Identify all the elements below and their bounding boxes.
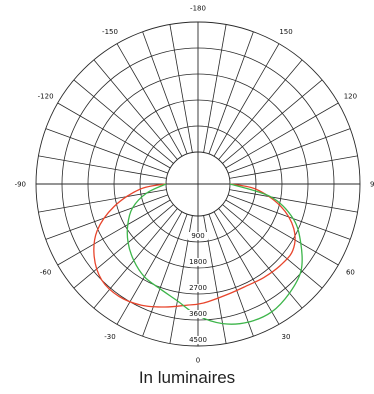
angle-label-90: 90 — [370, 181, 374, 189]
grid-spoke-50 — [222, 204, 323, 289]
grid-spoke-260 — [38, 155, 167, 179]
grid-spoke-230 — [73, 79, 174, 164]
polar-grid — [35, 21, 361, 347]
angle-label--180: -180 — [190, 5, 206, 13]
angle-label--90: -90 — [15, 181, 26, 189]
radial-label-bg-1800 — [188, 258, 208, 266]
angle-label--60: -60 — [40, 269, 51, 277]
grid-spoke-160 — [208, 31, 254, 155]
grid-spoke-220 — [93, 59, 178, 160]
radial-label-2700: 2700 — [189, 284, 207, 292]
grid-spoke-40 — [218, 208, 303, 309]
grid-spoke-100 — [229, 155, 358, 179]
intensity-curve-1 — [93, 183, 296, 308]
angle-label-30: 30 — [282, 333, 291, 341]
grid-spoke-340 — [142, 213, 188, 337]
angle-label--30: -30 — [104, 333, 115, 341]
radial-label-3600: 3600 — [189, 310, 207, 318]
grid-spoke-130 — [222, 79, 323, 164]
grid-spoke-120 — [225, 102, 339, 169]
angle-label-150: 150 — [279, 28, 292, 36]
intensity-curve-2 — [126, 183, 303, 325]
grid-spoke-80 — [229, 189, 358, 213]
grid-spoke-30 — [213, 211, 280, 325]
grid-spoke-190 — [169, 24, 193, 153]
grid-spoke-150 — [213, 43, 280, 157]
radial-label-4500: 4500 — [189, 336, 207, 344]
grid-spoke-210 — [116, 43, 183, 157]
grid-spoke-320 — [93, 208, 178, 309]
grid-spoke-240 — [57, 102, 171, 169]
grid-spoke-110 — [227, 128, 351, 174]
radial-label-bg-900 — [188, 232, 208, 240]
radial-label-bg-3600 — [188, 310, 208, 318]
grid-spoke-310 — [73, 204, 174, 289]
angle-label-120: 120 — [344, 93, 357, 101]
grid-spoke-60 — [225, 199, 339, 266]
radial-label-900: 900 — [191, 232, 204, 240]
grid-spoke-330 — [116, 211, 183, 325]
angle-label--120: -120 — [38, 93, 54, 101]
grid-spoke-140 — [218, 59, 303, 160]
axis-labels: -180 150 120 90 60 30 0 -30 -60 -90 -120 -150 900 180… — [15, 5, 374, 365]
grid-spoke-170 — [203, 24, 227, 153]
angle-label--150: -150 — [102, 28, 118, 36]
grid-spoke-290 — [45, 194, 169, 240]
radial-label-1800: 1800 — [189, 258, 207, 266]
angle-label-60: 60 — [346, 269, 355, 277]
grid-spoke-250 — [45, 128, 169, 174]
angle-label-0: 0 — [196, 357, 200, 365]
grid-spoke-200 — [142, 31, 188, 155]
grid-spoke-20 — [208, 213, 254, 337]
chart-caption: In luminaires — [138, 368, 236, 387]
radial-label-bg-4500 — [188, 336, 208, 344]
radial-label-bg-2700 — [188, 284, 208, 292]
grid-spoke-300 — [57, 199, 171, 266]
